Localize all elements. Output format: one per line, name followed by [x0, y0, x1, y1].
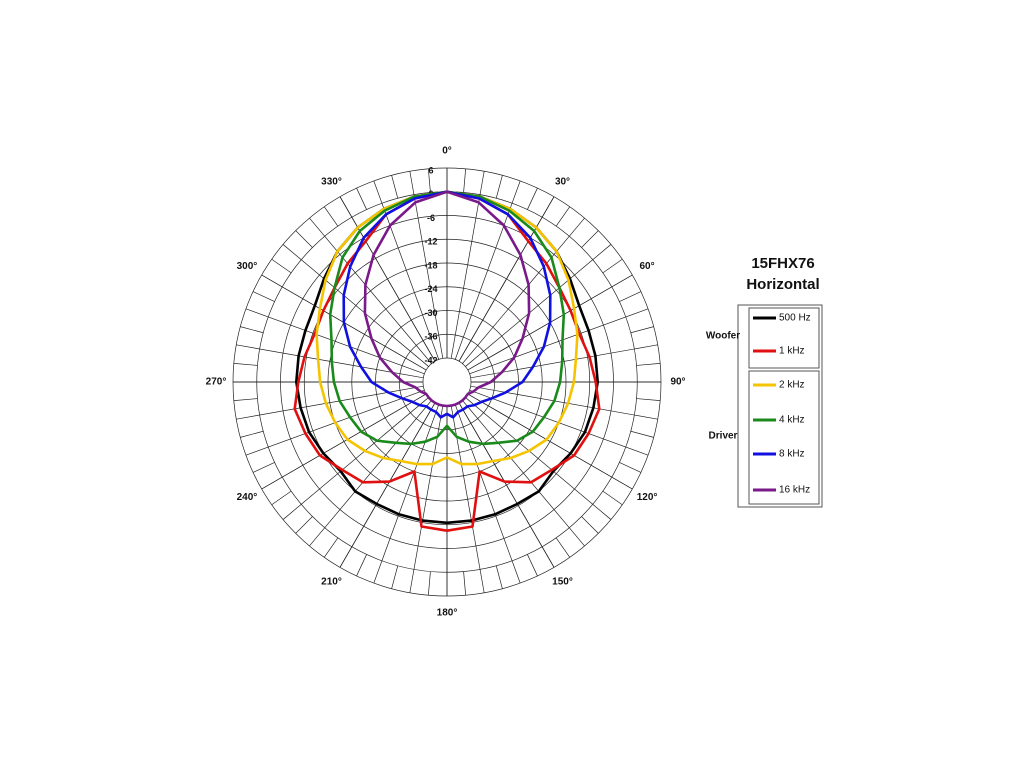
spoke — [391, 175, 399, 199]
spoke — [356, 187, 367, 210]
legend-label: 1 kHz — [779, 346, 805, 357]
legend-label: 2 kHz — [779, 380, 805, 391]
theta-grid-line — [467, 393, 633, 490]
legend-label: 500 Hz — [779, 313, 811, 324]
spoke — [271, 258, 292, 274]
spoke — [427, 168, 431, 193]
spoke — [495, 565, 503, 589]
legend-group-label: Driver — [709, 431, 738, 442]
theta-grid-line — [339, 196, 436, 362]
series-line — [295, 190, 599, 525]
legend-label: 4 kHz — [779, 415, 805, 426]
spoke — [555, 537, 571, 558]
chart-title: 15FHX76 — [751, 255, 814, 272]
r-tick-label: -36 — [424, 332, 437, 342]
theta-grid-line — [339, 402, 436, 568]
spoke — [356, 554, 367, 577]
spoke — [252, 462, 275, 473]
spoke — [555, 206, 571, 227]
r-tick-label: -24 — [424, 284, 437, 294]
spoke — [527, 554, 538, 577]
spoke — [527, 187, 538, 210]
spoke — [271, 490, 292, 506]
r-tick-label: -18 — [424, 260, 437, 270]
series-line — [328, 190, 566, 446]
theta-tick-label: 120° — [637, 492, 658, 503]
legend-group-label: Woofer — [706, 331, 740, 342]
spoke — [240, 326, 264, 334]
theta-grid-line — [261, 393, 427, 490]
center-hole — [424, 359, 470, 405]
spoke — [427, 571, 431, 596]
legend-group-box — [748, 307, 820, 369]
legend-label: 8 kHz — [779, 449, 805, 460]
spoke — [233, 362, 258, 366]
spoke — [495, 175, 503, 199]
spoke — [630, 326, 654, 334]
spoke — [636, 362, 661, 366]
r-tick-label: -42 — [424, 355, 437, 365]
series-line — [363, 190, 531, 408]
r-tick-label: -12 — [424, 237, 437, 247]
legend-group-box — [748, 370, 820, 505]
series-line — [342, 190, 552, 419]
spoke — [619, 291, 642, 302]
chart-subtitle: Horizontal — [746, 276, 819, 293]
theta-tick-label: 30° — [555, 177, 570, 188]
theta-tick-label: 210° — [321, 577, 342, 588]
theta-tick-label: 270° — [206, 377, 227, 388]
spoke — [463, 571, 467, 596]
spoke — [240, 430, 264, 438]
theta-tick-label: 60° — [639, 261, 654, 272]
r-tick-label: 6 — [428, 165, 433, 175]
theta-tick-label: 300° — [237, 261, 258, 272]
spoke — [619, 462, 642, 473]
series-line — [293, 190, 601, 532]
spoke — [636, 398, 661, 402]
spoke — [630, 430, 654, 438]
theta-grid-line — [458, 402, 555, 568]
theta-tick-label: 0° — [442, 146, 452, 157]
spoke — [233, 398, 258, 402]
legend-label: 16 kHz — [779, 485, 810, 496]
spoke — [581, 230, 599, 248]
spoke — [252, 291, 275, 302]
spoke — [602, 490, 623, 506]
series-line — [315, 190, 579, 466]
legend-frame — [737, 304, 823, 508]
theta-tick-label: 180° — [437, 608, 458, 619]
theta-tick-label: 240° — [237, 492, 258, 503]
r-tick-label: -30 — [424, 308, 437, 318]
theta-tick-label: 330° — [321, 177, 342, 188]
spoke — [295, 516, 313, 534]
spoke — [323, 537, 339, 558]
theta-grid-line — [458, 196, 555, 362]
theta-tick-label: 90° — [670, 377, 685, 388]
spoke — [391, 565, 399, 589]
spoke — [581, 516, 599, 534]
spoke — [323, 206, 339, 227]
spoke — [295, 230, 313, 248]
spoke — [463, 168, 467, 193]
theta-tick-label: 150° — [552, 577, 573, 588]
spoke — [602, 258, 623, 274]
r-tick-label: -6 — [427, 213, 435, 223]
